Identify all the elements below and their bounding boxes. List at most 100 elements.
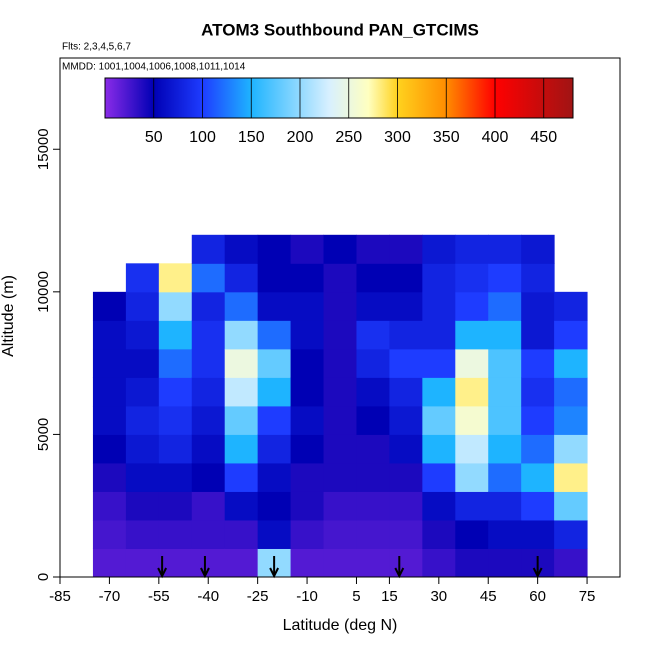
heat-cell xyxy=(125,348,160,378)
heat-cell xyxy=(257,491,292,521)
heat-cell xyxy=(290,348,325,378)
x-tick-label: 5 xyxy=(352,588,360,605)
heat-cell xyxy=(224,491,259,521)
heat-cell xyxy=(191,491,226,521)
heat-cell xyxy=(389,377,423,407)
heat-cell xyxy=(488,263,522,293)
heat-cell xyxy=(521,348,555,378)
heat-cell xyxy=(290,462,325,492)
heat-cell xyxy=(521,519,555,549)
heat-cell xyxy=(191,434,226,464)
heat-cell xyxy=(488,291,522,321)
flight-marker xyxy=(394,556,405,579)
heat-cell xyxy=(356,263,390,293)
heat-cell xyxy=(323,377,357,407)
heat-cell xyxy=(125,519,160,549)
heat-cell xyxy=(356,519,390,549)
heat-cell xyxy=(257,234,292,264)
heat-cell xyxy=(554,405,588,435)
chart-title: ATOM3 Southbound PAN_GTCIMS xyxy=(201,20,479,39)
heat-cell xyxy=(323,234,357,264)
heat-cell xyxy=(224,291,259,321)
heat-cell xyxy=(455,434,489,464)
colorbar-tick-label: 450 xyxy=(530,129,557,146)
heat-cell xyxy=(191,291,226,321)
heat-cell xyxy=(257,462,292,492)
heat-cell xyxy=(389,491,423,521)
heat-cell xyxy=(422,234,456,264)
heat-cell xyxy=(257,348,292,378)
x-tick-label: -25 xyxy=(247,588,269,605)
heat-cell xyxy=(455,519,489,549)
heat-cell xyxy=(389,405,423,435)
heat-cell xyxy=(191,462,226,492)
x-tick-label: -70 xyxy=(99,588,121,605)
heat-cell xyxy=(290,491,325,521)
x-tick-label: -10 xyxy=(296,588,318,605)
y-tick-label: 0 xyxy=(35,573,52,581)
heat-cell xyxy=(290,434,325,464)
heat-cell xyxy=(389,234,423,264)
heat-cell xyxy=(422,434,456,464)
colorbar-tick-label: 100 xyxy=(189,129,216,146)
heat-cell xyxy=(554,519,588,549)
heat-cell xyxy=(92,291,127,321)
heat-cell xyxy=(92,548,127,578)
x-tick-label: -85 xyxy=(49,588,71,605)
heat-cell xyxy=(356,320,390,350)
heat-cell xyxy=(389,434,423,464)
heat-cell xyxy=(290,291,325,321)
heat-cell xyxy=(554,377,588,407)
heat-cell xyxy=(125,377,160,407)
heat-cell xyxy=(125,291,160,321)
heat-cell xyxy=(257,377,292,407)
y-tick-label: 15000 xyxy=(35,128,52,170)
plot-frame xyxy=(59,57,621,578)
flight-marker xyxy=(532,556,543,579)
heat-cell xyxy=(191,548,226,578)
heat-cell xyxy=(455,491,489,521)
heat-cell xyxy=(389,462,423,492)
heat-cell xyxy=(257,320,292,350)
heat-cell xyxy=(92,377,127,407)
heat-cell xyxy=(422,291,456,321)
heat-cell xyxy=(356,348,390,378)
heat-cell xyxy=(191,519,226,549)
heat-cell xyxy=(554,348,588,378)
heat-cell xyxy=(125,491,160,521)
heat-cell xyxy=(323,491,357,521)
heat-cell xyxy=(224,462,259,492)
annotation: MMDD: 1001,1004,1006,1008,1011,1014 xyxy=(62,62,246,73)
x-tick-label: 75 xyxy=(579,588,596,605)
colorbar-tick-label: 50 xyxy=(145,129,163,146)
heat-cell xyxy=(323,263,357,293)
heat-cell xyxy=(224,405,259,435)
heat-cell xyxy=(323,405,357,435)
heat-cell xyxy=(554,291,588,321)
x-tick-label: -40 xyxy=(197,588,219,605)
heat-cell xyxy=(488,348,522,378)
heat-cell xyxy=(191,377,226,407)
heat-cell xyxy=(323,548,357,578)
heat-cell xyxy=(356,491,390,521)
heat-cell xyxy=(488,519,522,549)
heat-cell xyxy=(356,434,390,464)
heat-cell xyxy=(488,548,522,578)
heat-cell xyxy=(488,234,522,264)
heat-cell xyxy=(224,263,259,293)
marker-head xyxy=(394,567,405,579)
x-tick-label: -55 xyxy=(148,588,170,605)
colorbar-tick-label: 150 xyxy=(238,129,265,146)
heat-cell xyxy=(356,377,390,407)
heat-cell xyxy=(521,377,555,407)
heat-cell xyxy=(389,320,423,350)
heat-cell xyxy=(356,405,390,435)
x-tick-label: 45 xyxy=(480,588,497,605)
heat-cell xyxy=(389,348,423,378)
x-tick-label: 30 xyxy=(430,588,447,605)
flight-marker xyxy=(269,556,280,579)
heat-cell xyxy=(389,519,423,549)
x-axis-label: Latitude (deg N) xyxy=(283,617,398,634)
marker-head xyxy=(532,567,543,579)
